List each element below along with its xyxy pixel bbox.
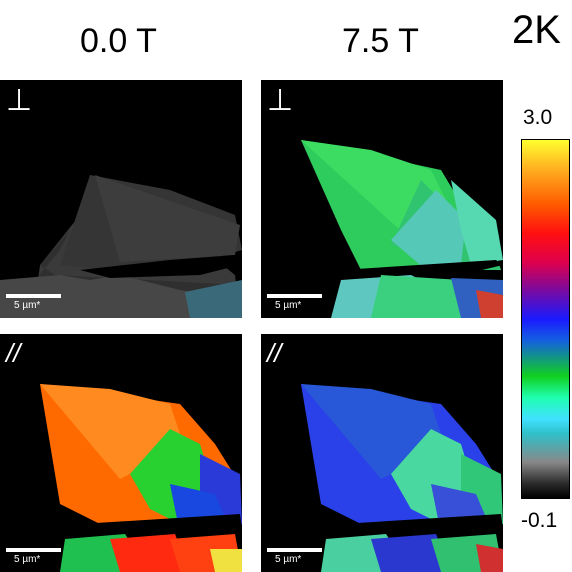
perpendicular-symbol: ⊥ xyxy=(6,84,33,117)
scale-bar-label: 5 µm* xyxy=(14,554,41,565)
column-title-7p5T: 7.5 T xyxy=(342,22,419,60)
map-0T-parallel: // 5 µm* xyxy=(0,334,242,572)
parallel-symbol: // xyxy=(267,338,282,368)
scale-bar xyxy=(6,548,61,552)
colorbar-min-label: -0.1 xyxy=(521,509,558,532)
map-image xyxy=(40,384,242,572)
map-7p5T-perpendicular: ⊥ 5 µm* xyxy=(261,80,503,318)
parallel-symbol: // xyxy=(6,338,21,368)
perpendicular-symbol: ⊥ xyxy=(267,84,294,117)
column-title-0T: 0.0 T xyxy=(80,22,157,60)
map-7p5T-parallel: // 5 µm* xyxy=(261,334,503,572)
scale-bar xyxy=(267,294,322,298)
map-image xyxy=(0,175,242,318)
scale-bar-label: 5 µm* xyxy=(275,554,302,565)
map-image xyxy=(301,140,503,318)
map-image xyxy=(301,384,503,572)
map-0T-perpendicular: ⊥ 5 µm* xyxy=(0,80,242,318)
scale-bar xyxy=(267,548,322,552)
scale-bar-label: 5 µm* xyxy=(275,300,302,311)
scale-bar-label: 5 µm* xyxy=(14,300,41,311)
temperature-label: 2K xyxy=(512,8,561,52)
colorbar-max-label: 3.0 xyxy=(523,106,553,129)
colorbar xyxy=(521,139,570,499)
scale-bar xyxy=(6,294,61,298)
